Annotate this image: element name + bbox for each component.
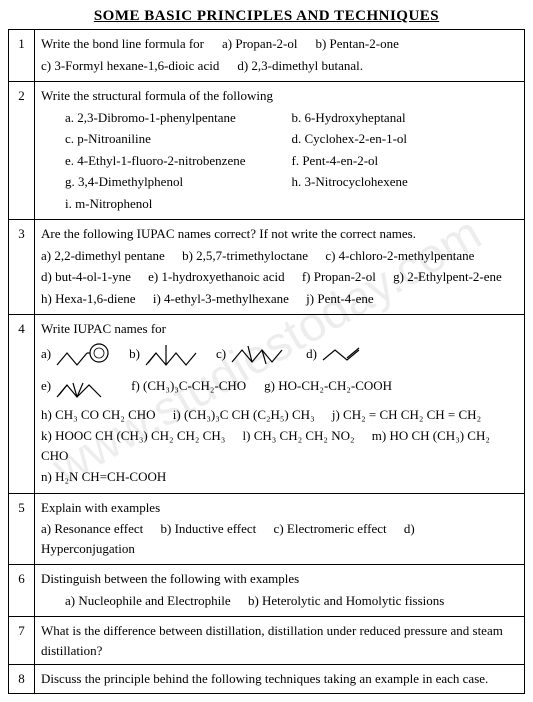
- q7-text: What is the difference between distillat…: [41, 621, 518, 660]
- q2-d: d. Cyclohex-2-en-1-ol: [292, 129, 519, 149]
- q4-e: e): [41, 376, 51, 396]
- question-number: 1: [9, 30, 35, 82]
- question-cell: Write the bond line formula for a) Propa…: [35, 30, 525, 82]
- q5-b: b) Inductive effect: [161, 521, 257, 536]
- table-row: 4 Write IUPAC names for a) b): [9, 315, 525, 494]
- question-cell: Distinguish between the following with e…: [35, 565, 525, 617]
- q3-h: h) Hexa-1,6-diene: [41, 291, 136, 306]
- q4-b: b): [129, 344, 140, 364]
- q6-lead: Distinguish between the following with e…: [41, 569, 518, 589]
- q3-j: j) Pent-4-ene: [306, 291, 374, 306]
- q3-d: d) but-4-ol-1-yne: [41, 269, 131, 284]
- structure-e-icon: [55, 371, 113, 401]
- table-row: 1 Write the bond line formula for a) Pro…: [9, 30, 525, 82]
- structure-a-icon: [55, 339, 111, 369]
- q4-n: n) H₂N CH=CH-COOH: [41, 467, 518, 487]
- q1-opt-a: a) Propan-2-ol: [222, 34, 297, 54]
- q1-lead: Write the bond line formula for: [41, 34, 204, 54]
- q4-j: j) CH₂ = CH CH₂ CH = CH₂: [332, 407, 481, 422]
- q6-a: a) Nucleophile and Electrophile: [65, 593, 231, 608]
- q3-lead: Are the following IUPAC names correct? I…: [41, 224, 518, 244]
- q5-c: c) Electromeric effect: [274, 521, 387, 536]
- question-number: 7: [9, 617, 35, 665]
- question-number: 3: [9, 220, 35, 315]
- question-cell: Are the following IUPAC names correct? I…: [35, 220, 525, 315]
- q2-g: g. 3,4-Dimethylphenol: [65, 172, 292, 192]
- q4-h: h) CH₃ CO CH₂ CHO: [41, 407, 156, 422]
- q2-i: i. m-Nitrophenol: [65, 194, 292, 214]
- q4-d: d): [306, 344, 317, 364]
- q2-b: b. 6-Hydroxyheptanal: [292, 108, 519, 128]
- q2-a: a. 2,3-Dibromo-1-phenylpentane: [65, 108, 292, 128]
- q4-k: k) HOOC CH (CH₃) CH₂ CH₂ CH₃: [41, 428, 225, 443]
- table-row: 2 Write the structural formula of the fo…: [9, 82, 525, 220]
- question-cell: Write IUPAC names for a) b): [35, 315, 525, 494]
- q2-c: c. p-Nitroaniline: [65, 129, 292, 149]
- question-cell: Discuss the principle behind the followi…: [35, 665, 525, 694]
- q4-a: a): [41, 344, 51, 364]
- q4-f: f) (CH₃)₃C-CH₂-CHO: [131, 376, 246, 396]
- question-number: 8: [9, 665, 35, 694]
- q3-e: e) 1-hydroxyethanoic acid: [148, 269, 284, 284]
- q3-a: a) 2,2-dimethyl pentane: [41, 248, 165, 263]
- q6-b: b) Heterolytic and Homolytic fissions: [248, 593, 444, 608]
- question-number: 2: [9, 82, 35, 220]
- table-row: 3 Are the following IUPAC names correct?…: [9, 220, 525, 315]
- question-cell: What is the difference between distillat…: [35, 617, 525, 665]
- question-number: 6: [9, 565, 35, 617]
- structure-d-icon: [321, 344, 369, 364]
- q2-e: e. 4-Ethyl-1-fluoro-2-nitrobenzene: [65, 151, 292, 171]
- q1-opt-d: d) 2,3-dimethyl butanal.: [237, 56, 363, 76]
- q4-i: i) (CH₃)₃C CH (C₂H₅) CH₃: [173, 407, 315, 422]
- page-title: SOME BASIC PRINCIPLES AND TECHNIQUES: [8, 8, 525, 25]
- q4-l: l) CH₃ CH₂ CH₂ NO₂: [243, 428, 355, 443]
- question-number: 4: [9, 315, 35, 494]
- q3-b: b) 2,5,7-trimethyloctane: [182, 248, 308, 263]
- structure-b-icon: [144, 339, 198, 369]
- table-row: 8 Discuss the principle behind the follo…: [9, 665, 525, 694]
- question-cell: Explain with examples a) Resonance effec…: [35, 493, 525, 565]
- q8-text: Discuss the principle behind the followi…: [41, 669, 518, 689]
- q4-g: g) HO-CH₂-CH₂-COOH: [264, 376, 392, 396]
- question-number: 5: [9, 493, 35, 565]
- q4-lead: Write IUPAC names for: [41, 319, 518, 339]
- q2-h: h. 3-Nitrocyclohexene: [292, 172, 519, 192]
- table-row: 7 What is the difference between distill…: [9, 617, 525, 665]
- structure-c-icon: [230, 342, 288, 366]
- q1-opt-b: b) Pentan-2-one: [315, 34, 398, 54]
- question-cell: Write the structural formula of the foll…: [35, 82, 525, 220]
- table-row: 6 Distinguish between the following with…: [9, 565, 525, 617]
- q3-i: i) 4-ethyl-3-methylhexane: [153, 291, 289, 306]
- table-row: 5 Explain with examples a) Resonance eff…: [9, 493, 525, 565]
- q3-g: g) 2-Ethylpent-2-ene: [393, 269, 502, 284]
- q3-c: c) 4-chloro-2-methylpentane: [325, 248, 474, 263]
- q4-c: c): [216, 344, 226, 364]
- q2-f: f. Pent-4-en-2-ol: [292, 151, 519, 171]
- q3-f: f) Propan-2-ol: [302, 269, 376, 284]
- questions-table: 1 Write the bond line formula for a) Pro…: [8, 29, 525, 694]
- q5-a: a) Resonance effect: [41, 521, 143, 536]
- q1-opt-c: c) 3-Formyl hexane-1,6-dioic acid: [41, 56, 219, 76]
- q5-lead: Explain with examples: [41, 498, 518, 518]
- q2-lead: Write the structural formula of the foll…: [41, 86, 518, 106]
